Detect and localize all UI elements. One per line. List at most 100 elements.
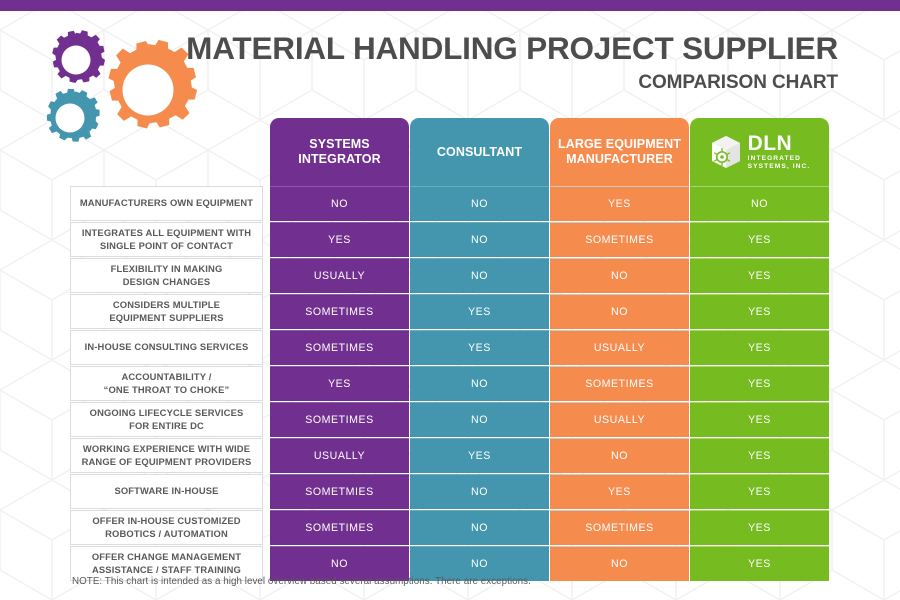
table-cell[interactable]: SOMETIMES	[270, 330, 409, 365]
cube-icon	[711, 136, 740, 168]
page-subtitle: COMPARISON CHART	[638, 72, 838, 94]
row-criterion-label[interactable]: CONSIDERS MULTIPLE EQUIPMENT SUPPLIERS	[70, 294, 263, 329]
table-row: ONGOING LIFECYCLE SERVICES FOR ENTIRE DC S…	[70, 402, 830, 437]
table-cell[interactable]: YES	[690, 438, 829, 473]
table-cell[interactable]: YES	[410, 330, 549, 365]
row-criterion-label[interactable]: OFFER IN-HOUSE CUSTOMIZED ROBOTICS / AUTO…	[70, 510, 263, 545]
table-cell[interactable]: YES	[410, 294, 549, 329]
dln-brand-sub-line1: INTEGRATED	[747, 154, 802, 162]
cell-value: NO	[611, 450, 628, 462]
table-cell[interactable]: NO	[410, 186, 549, 221]
table-row: IN-HOUSE CONSULTING SERVICES SOMETIMES YES…	[70, 330, 830, 365]
table-cell[interactable]: NO	[410, 474, 549, 509]
teal-gear	[46, 88, 100, 142]
column-header-2[interactable]: LARGE EQUIPMENT MANUFACTURER	[550, 118, 689, 186]
criterion-text-line: “ONE THROAT TO CHOKE”	[103, 383, 230, 395]
criterion-text-line: WORKING EXPERIENCE WITH WIDE	[82, 443, 251, 455]
row-criterion-text: INTEGRATES ALL EQUIPMENT WITH SINGLE POIN…	[82, 227, 251, 251]
table-cell[interactable]: NO	[550, 438, 689, 473]
row-criterion-label[interactable]: SOFTWARE IN-HOUSE	[70, 474, 263, 509]
table-row: OFFER IN-HOUSE CUSTOMIZED ROBOTICS / AUTO…	[70, 510, 830, 545]
table-cell[interactable]: YES	[690, 258, 829, 293]
table-cell[interactable]: USUALLY	[550, 402, 689, 437]
table-cell[interactable]: YES	[270, 222, 409, 257]
table-cell[interactable]: SOMETIMES	[270, 294, 409, 329]
table-cell[interactable]: YES	[690, 546, 829, 581]
comparison-chart: SYSTEMS INTEGRATOR CONSULTANT LARGE EQUIPME…	[70, 118, 830, 581]
cell-value: YES	[328, 234, 351, 246]
table-cell[interactable]: YES	[690, 222, 829, 257]
cell-value: USUALLY	[313, 270, 366, 282]
table-cell[interactable]: YES	[690, 330, 829, 365]
table-cell[interactable]: YES	[690, 402, 829, 437]
table-cell[interactable]: YES	[410, 438, 549, 473]
table-cell[interactable]: YES	[550, 474, 689, 509]
row-criterion-label[interactable]: WORKING EXPERIENCE WITH WIDE RANGE OF EQU…	[70, 438, 263, 473]
row-criterion-label[interactable]: FLEXIBILITY IN MAKING DESIGN CHANGES	[70, 258, 263, 293]
cell-value: SOMETIMES	[585, 522, 654, 534]
column-header-0[interactable]: SYSTEMS INTEGRATOR	[270, 118, 409, 186]
table-cell[interactable]: NO	[410, 258, 549, 293]
cell-value: NO	[471, 486, 488, 498]
cell-value: YES	[468, 450, 491, 462]
cell-value: NO	[611, 558, 628, 570]
title-block: MATERIAL HANDLING PROJECT SUPPLIER COMPA…	[186, 31, 838, 94]
row-criterion-text: WORKING EXPERIENCE WITH WIDE RANGE OF EQU…	[82, 443, 252, 467]
cell-value: NO	[471, 378, 488, 390]
cell-value: YES	[748, 306, 771, 318]
table-cell[interactable]: YES	[690, 474, 829, 509]
purple-gear	[52, 30, 106, 84]
row-criterion-label[interactable]: ONGOING LIFECYCLE SERVICES FOR ENTIRE DC	[70, 402, 263, 437]
table-cell[interactable]: SOMETIMES	[270, 402, 409, 437]
cell-value: NO	[751, 198, 768, 210]
orange-gear	[108, 39, 198, 129]
row-criterion-text: OFFER IN-HOUSE CUSTOMIZED ROBOTICS / AUTO…	[92, 515, 240, 539]
table-cell[interactable]: NO	[410, 510, 549, 545]
criterion-text-line: RANGE OF EQUIPMENT PROVIDERS	[81, 455, 252, 467]
column-header-1[interactable]: CONSULTANT	[410, 118, 549, 186]
table-cell[interactable]: SOMETIMES	[550, 222, 689, 257]
table-cell[interactable]: YES	[690, 294, 829, 329]
table-cell[interactable]: NO	[270, 186, 409, 221]
criterion-text-line: ROBOTICS / AUTOMATION	[105, 527, 228, 539]
table-cell[interactable]: USUALLY	[550, 330, 689, 365]
criterion-text-line: SOFTWARE IN-HOUSE	[114, 485, 219, 497]
table-cell[interactable]: SOMETIMES	[550, 510, 689, 545]
table-cell[interactable]: NO	[550, 294, 689, 329]
table-cell[interactable]: NO	[410, 366, 549, 401]
table-cell[interactable]: SOMETMIES	[270, 474, 409, 509]
row-criterion-text: ONGOING LIFECYCLE SERVICES FOR ENTIRE DC	[90, 407, 244, 431]
table-cell[interactable]: YES	[550, 186, 689, 221]
table-row: SOFTWARE IN-HOUSE SOMETMIES NO YES YES	[70, 474, 830, 509]
criterion-text-line: FLEXIBILITY IN MAKING	[110, 263, 223, 275]
table-cell[interactable]: YES	[270, 366, 409, 401]
cell-value: YES	[608, 198, 631, 210]
row-criterion-label[interactable]: MANUFACTURERS OWN EQUIPMENT	[70, 186, 263, 221]
cell-value: YES	[468, 306, 491, 318]
table-cell[interactable]: USUALLY	[270, 438, 409, 473]
table-cell[interactable]: YES	[690, 510, 829, 545]
table-row: MANUFACTURERS OWN EQUIPMENT NO NO YES NO	[70, 186, 830, 221]
cell-value: YES	[608, 486, 631, 498]
cell-value: YES	[748, 558, 771, 570]
row-criterion-label[interactable]: ACCOUNTABILITY / “ONE THROAT TO CHOKE”	[70, 366, 263, 401]
table-cell[interactable]: NO	[690, 186, 829, 221]
row-criterion-text: CONSIDERS MULTIPLE EQUIPMENT SUPPLIERS	[109, 299, 223, 323]
cell-value: USUALLY	[593, 342, 646, 354]
criterion-text-line: OFFER IN-HOUSE CUSTOMIZED	[92, 515, 241, 527]
table-cell[interactable]: USUALLY	[270, 258, 409, 293]
row-criterion-label[interactable]: IN-HOUSE CONSULTING SERVICES	[70, 330, 263, 365]
table-cell[interactable]: SOMETIMES	[550, 366, 689, 401]
column-header-3[interactable]: DLN INTEGRATED SYSTEMS, INC.	[690, 118, 829, 186]
row-criterion-label[interactable]: INTEGRATES ALL EQUIPMENT WITH SINGLE POIN…	[70, 222, 263, 257]
table-cell[interactable]: NO	[410, 402, 549, 437]
table-cell[interactable]: NO	[550, 258, 689, 293]
cell-value: USUALLY	[313, 450, 366, 462]
table-cell[interactable]: YES	[690, 366, 829, 401]
table-cell[interactable]: SOMETIMES	[270, 510, 409, 545]
cell-value: YES	[748, 522, 771, 534]
table-cell[interactable]: NO	[550, 546, 689, 581]
table-cell[interactable]: NO	[410, 222, 549, 257]
criterion-text-line: INTEGRATES ALL EQUIPMENT WITH	[81, 227, 252, 239]
criterion-text-line: ONGOING LIFECYCLE SERVICES	[89, 407, 244, 419]
